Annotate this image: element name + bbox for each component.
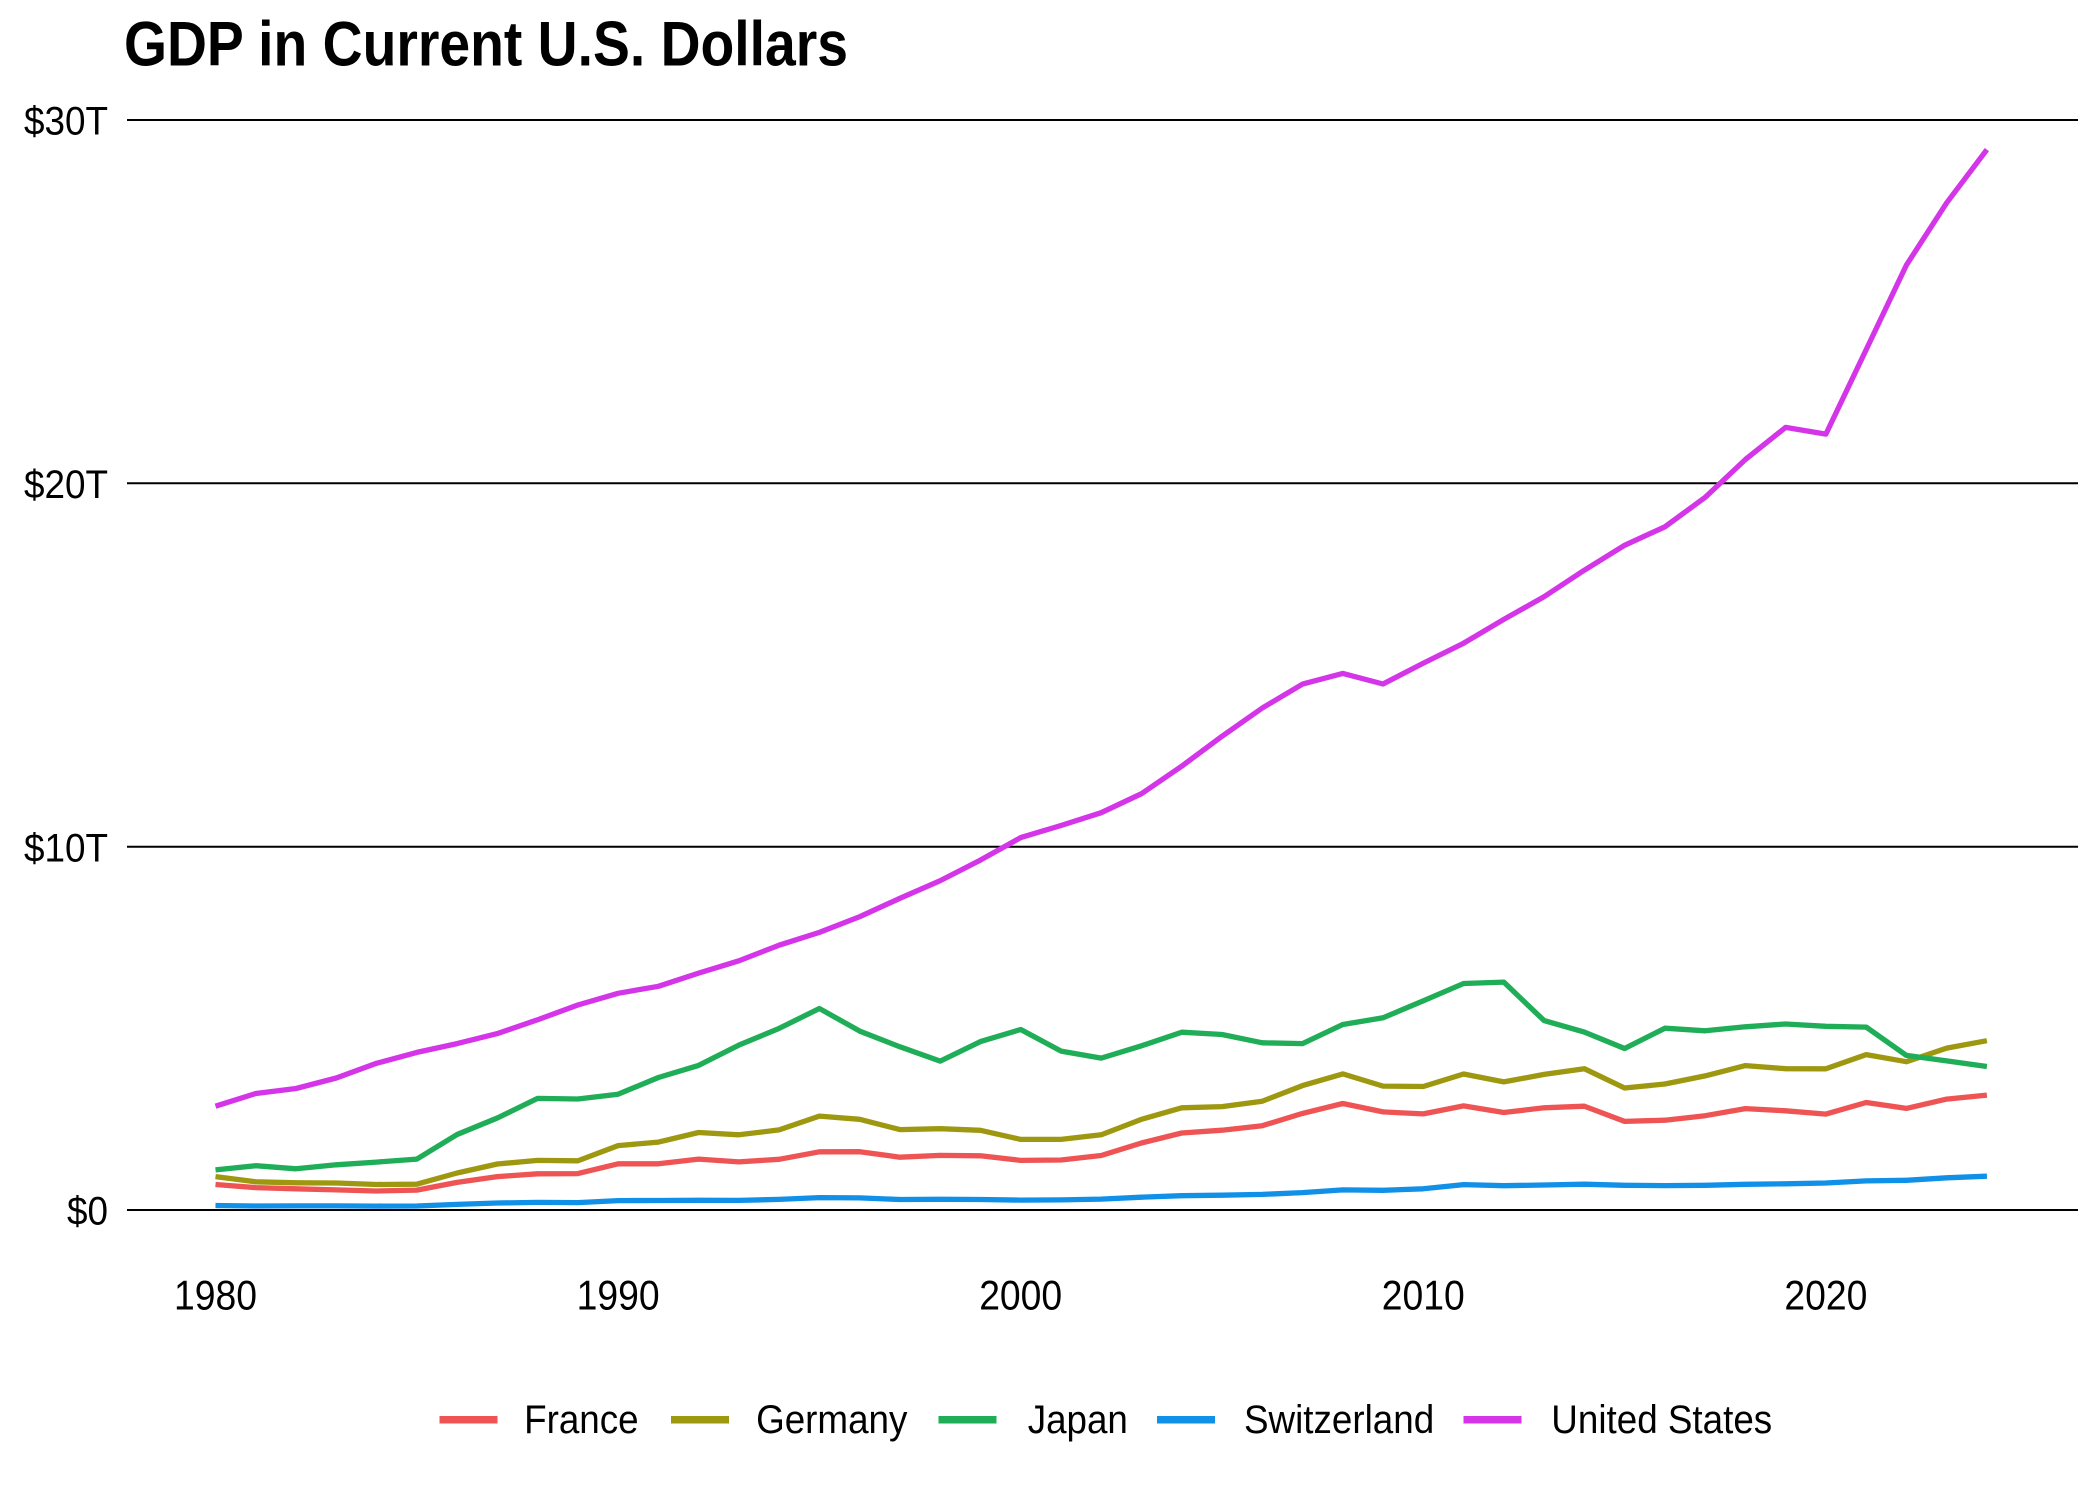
svg-text:France: France [524,1398,639,1442]
svg-text:Switzerland: Switzerland [1244,1398,1434,1442]
svg-text:$20T: $20T [24,463,108,507]
svg-text:Japan: Japan [1028,1398,1128,1442]
svg-text:United States: United States [1551,1398,1772,1442]
svg-text:$10T: $10T [24,826,108,870]
svg-text:2000: 2000 [979,1272,1062,1319]
svg-text:$0: $0 [67,1190,108,1234]
svg-text:2010: 2010 [1382,1272,1465,1319]
svg-text:1990: 1990 [577,1272,660,1319]
svg-text:1980: 1980 [174,1272,257,1319]
svg-text:$30T: $30T [24,100,108,144]
svg-text:GDP in Current U.S. Dollars: GDP in Current U.S. Dollars [124,10,848,80]
svg-text:2020: 2020 [1784,1272,1867,1319]
svg-text:Germany: Germany [756,1398,907,1442]
